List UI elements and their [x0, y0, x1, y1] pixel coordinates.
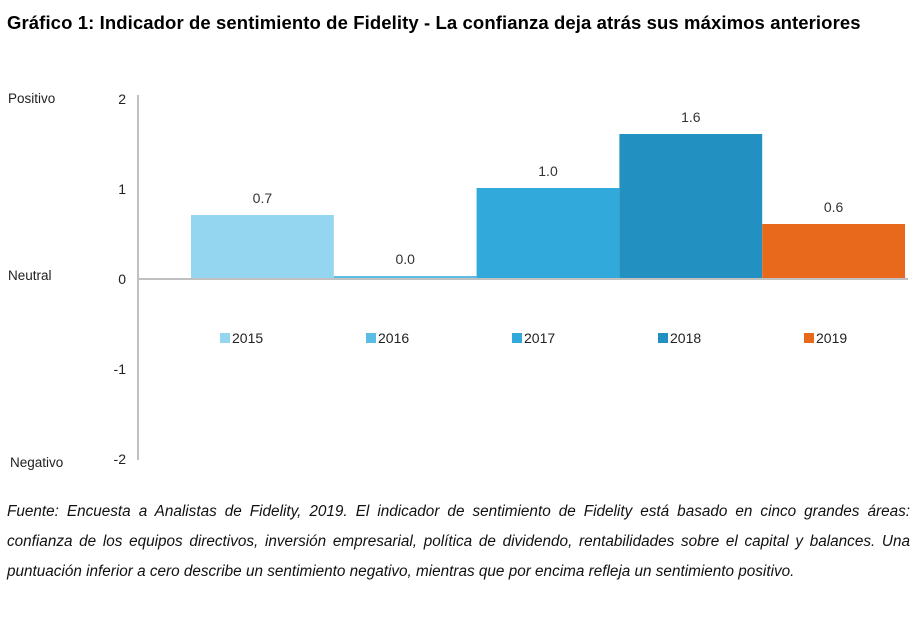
y-tick-label: 2: [118, 91, 126, 107]
chart-title: Gráfico 1: Indicador de sentimiento de F…: [7, 12, 861, 33]
bars: [191, 134, 905, 279]
y-tick-label: 0: [118, 271, 126, 287]
y-annotations: Positivo Neutral Negativo: [8, 91, 63, 470]
legend-swatch-2016: [366, 333, 376, 343]
y-tick-label: -2: [114, 451, 127, 467]
legend-label-2018: 2018: [670, 330, 701, 346]
data-label-2019: 0.6: [824, 199, 844, 215]
bar-2019: [762, 224, 905, 278]
y-tick-label: 1: [118, 181, 126, 197]
y-annotation-neutral: Neutral: [8, 268, 52, 283]
data-label-2016: 0.0: [395, 251, 415, 267]
legend: 2015 2016 2017 2018 2019: [220, 330, 847, 346]
y-annotation-negativo: Negativo: [10, 455, 63, 470]
legend-label-2016: 2016: [378, 330, 409, 346]
legend-label-2015: 2015: [232, 330, 263, 346]
bar-2015: [191, 215, 334, 278]
bar-2018: [619, 134, 763, 278]
legend-swatch-2015: [220, 333, 230, 343]
y-tick-label: -1: [114, 361, 127, 377]
bar-chart: Positivo Neutral Negativo 2 1 0 -1 -2 0.7 0.0 1.…: [8, 91, 908, 470]
legend-swatch-2019: [804, 333, 814, 343]
y-tick-labels: 2 1 0 -1 -2: [114, 91, 127, 467]
legend-label-2017: 2017: [524, 330, 555, 346]
y-annotation-positivo: Positivo: [8, 91, 55, 106]
bar-2016: [333, 276, 477, 279]
legend-label-2019: 2019: [816, 330, 847, 346]
legend-swatch-2018: [658, 333, 668, 343]
data-label-2015: 0.7: [253, 190, 273, 206]
data-label-2018: 1.6: [681, 109, 701, 125]
source-caption: Fuente: Encuesta a Analistas de Fidelity…: [7, 503, 910, 580]
data-label-2017: 1.0: [538, 163, 558, 179]
bar-2017: [476, 188, 620, 278]
legend-swatch-2017: [512, 333, 522, 343]
data-labels: 0.7 0.0 1.0 1.6 0.6: [253, 109, 844, 267]
